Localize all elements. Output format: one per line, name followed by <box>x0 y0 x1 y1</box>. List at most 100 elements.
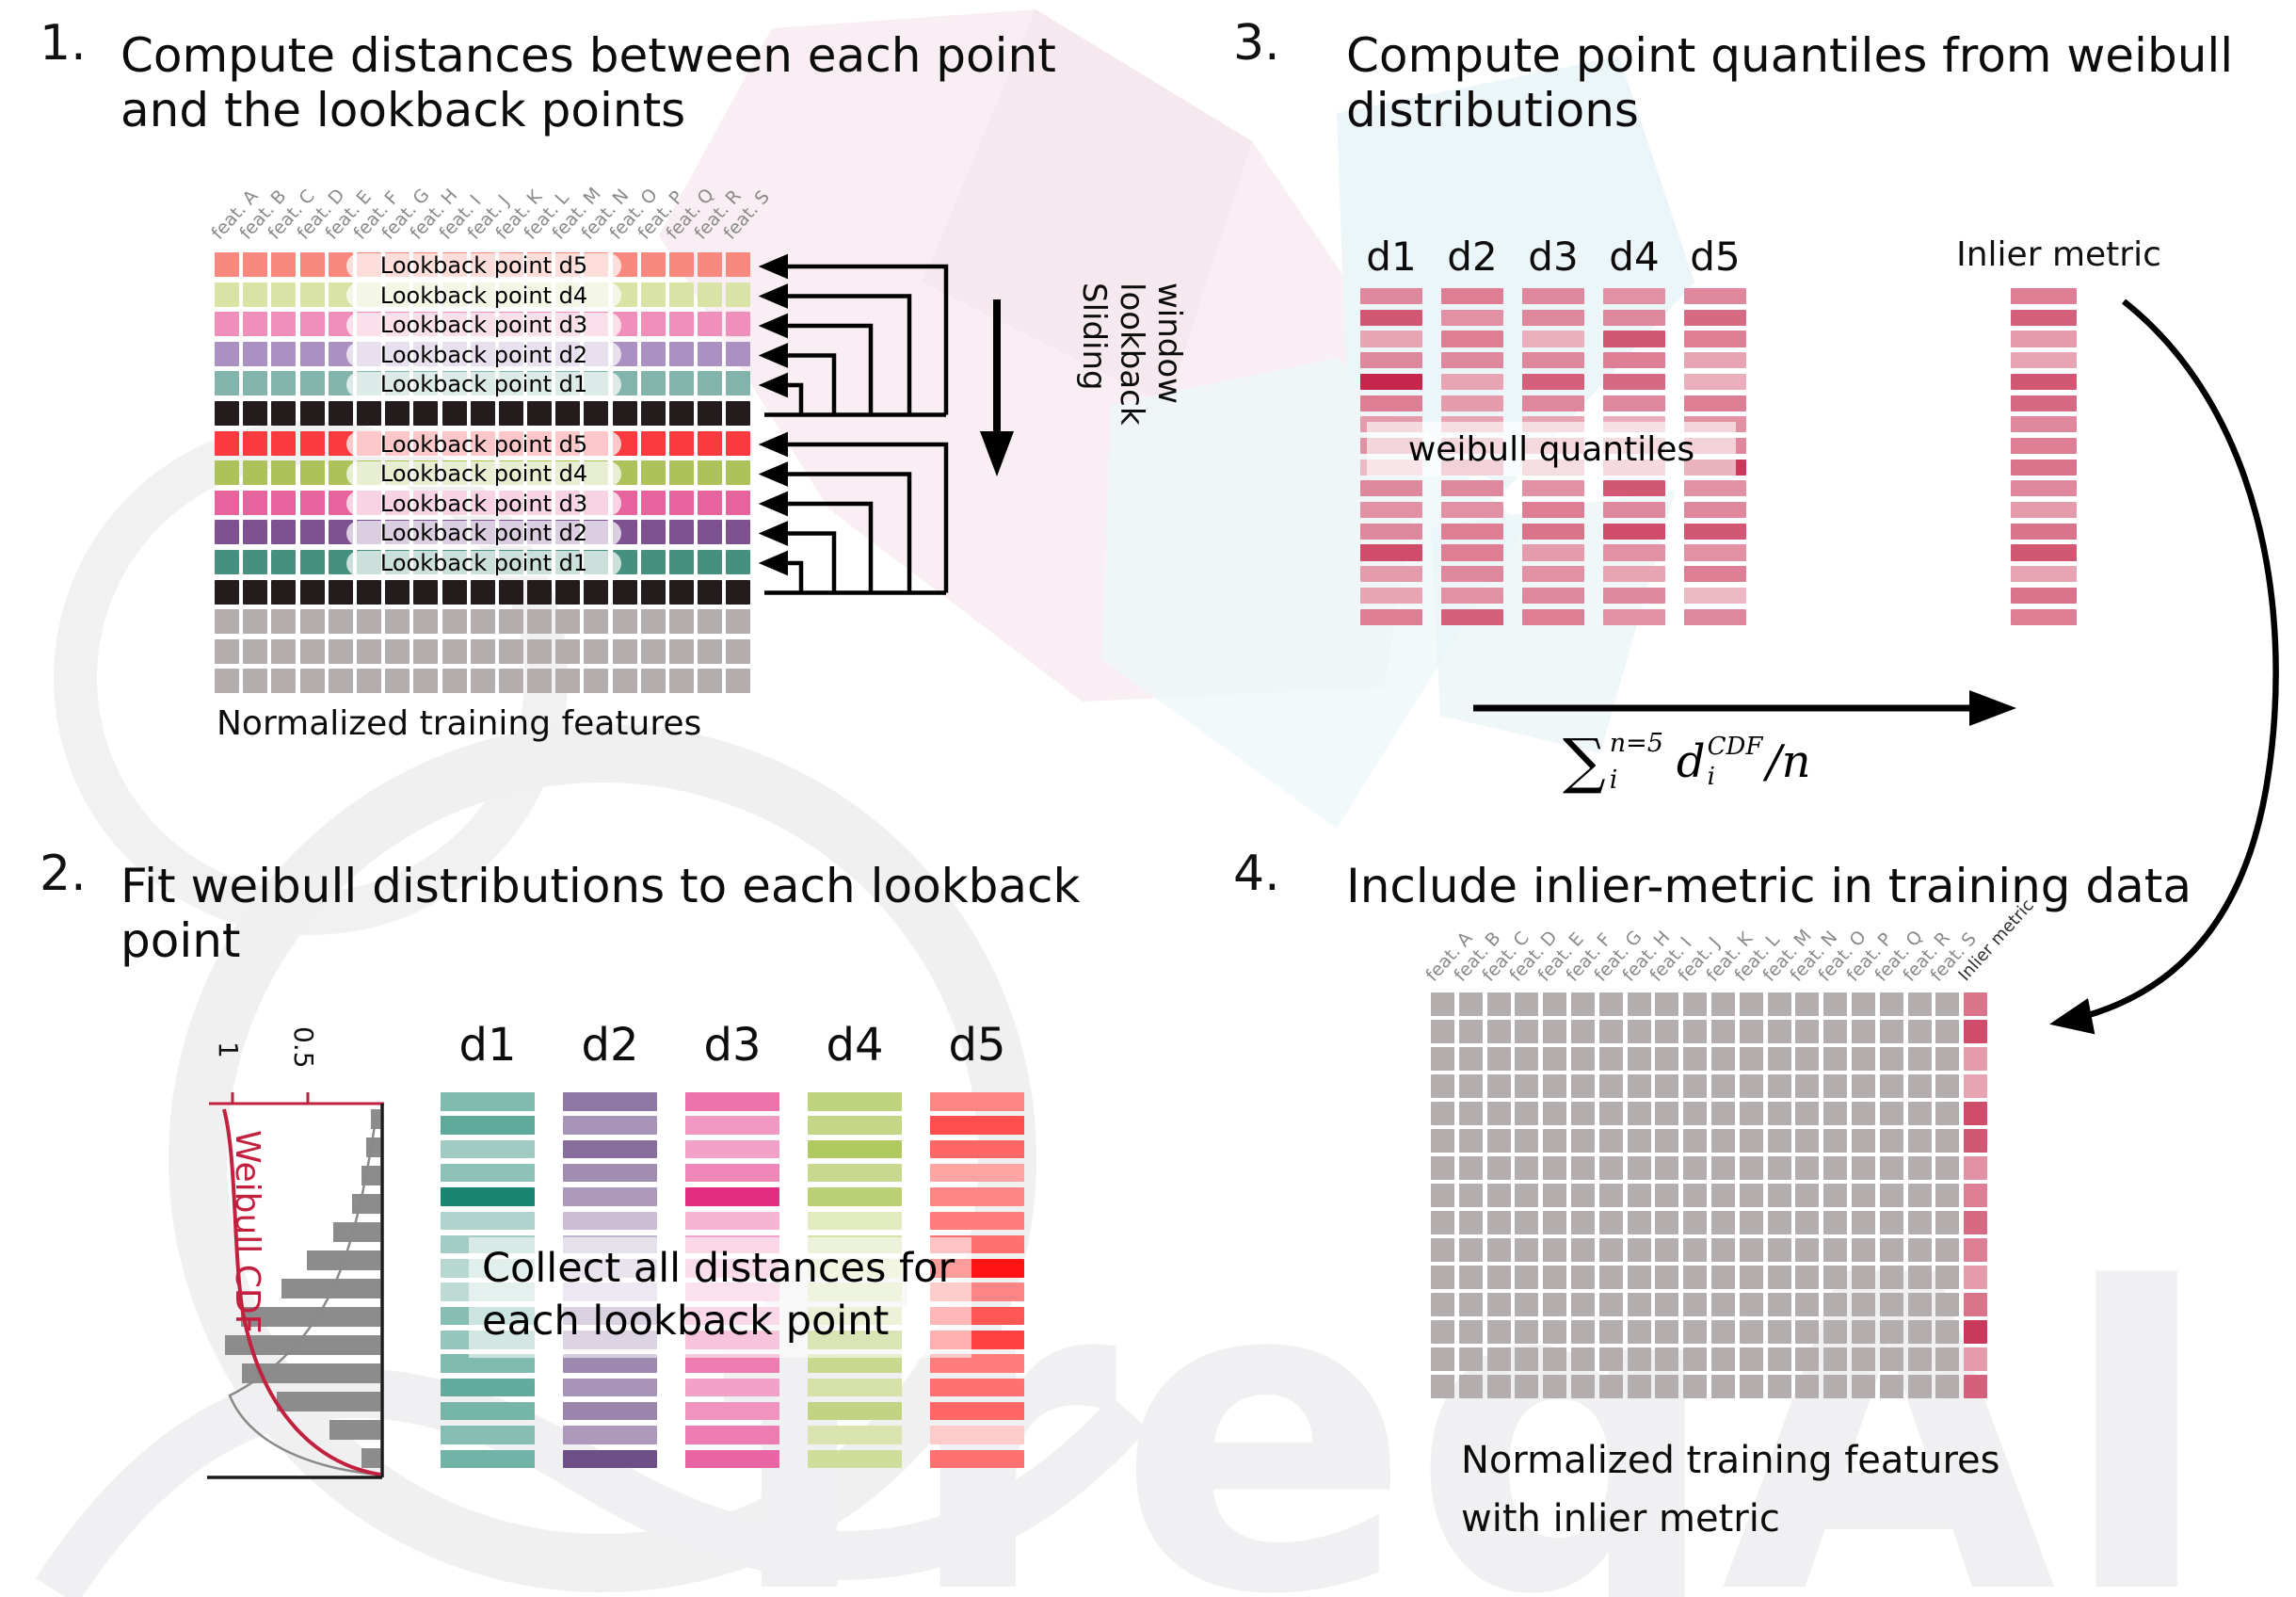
matrix-cell <box>328 400 353 426</box>
training-feature-cell <box>1711 1266 1735 1289</box>
training-feature-cell <box>1598 1102 1623 1125</box>
training-feature-cell <box>1598 992 1623 1016</box>
step4-matrix <box>1431 992 1992 1402</box>
matrix-cell <box>271 371 297 396</box>
lookback-row-label: Lookback point d2 <box>346 342 621 368</box>
training-feature-cell <box>1515 992 1539 1016</box>
matrix-cell <box>698 252 723 277</box>
quantile-bar <box>1360 288 1422 305</box>
matrix-cell <box>698 638 723 664</box>
step1-number: 1. <box>40 15 87 72</box>
training-feature-cell <box>1739 1074 1763 1098</box>
quantile-bar <box>1684 587 1746 604</box>
distance-bar <box>930 1354 1024 1373</box>
cdf-tick-1: 1 <box>213 1041 244 1058</box>
training-feature-cell <box>1543 1047 1567 1071</box>
matrix-cell <box>385 400 410 426</box>
inlier-metric-bar <box>2011 352 2077 369</box>
distance-bar <box>930 1139 1024 1159</box>
sliding-line-3: window <box>1150 282 1188 404</box>
distance-bar <box>441 1116 535 1135</box>
matrix-cell <box>698 669 723 694</box>
matrix-cell <box>299 549 325 574</box>
matrix-cell <box>271 579 297 605</box>
training-feature-cell <box>1683 1184 1708 1207</box>
matrix-cell <box>698 460 723 486</box>
training-feature-cell <box>1683 1375 1708 1398</box>
training-feature-cell <box>1627 1238 1651 1262</box>
training-feature-cell <box>1767 1211 1791 1234</box>
matrix-cell <box>243 579 268 605</box>
training-feature-cell <box>1852 1102 1875 1125</box>
training-feature-cell <box>1935 992 1960 1016</box>
inlier-metric-cell <box>1964 1375 1988 1398</box>
matrix-cell <box>584 579 609 605</box>
training-feature-cell <box>1515 1266 1539 1289</box>
training-feature-cell <box>1907 1156 1932 1180</box>
matrix-cell <box>726 609 751 635</box>
training-feature-cell <box>1543 1102 1567 1125</box>
matrix-cell <box>726 371 751 396</box>
step3-d-label: d1 <box>1366 234 1417 280</box>
distance-bar <box>808 1163 902 1183</box>
training-feature-cell <box>1879 1266 1903 1289</box>
training-feature-cell <box>1431 992 1454 1016</box>
matrix-cell <box>328 669 353 694</box>
training-feature-cell <box>1486 1047 1511 1071</box>
training-feature-cell <box>1543 1156 1567 1180</box>
training-feature-cell <box>1486 1020 1511 1043</box>
training-feature-cell <box>1739 1266 1763 1289</box>
distance-bar <box>441 1401 535 1421</box>
training-feature-cell <box>1458 1238 1483 1262</box>
training-feature-cell <box>1907 992 1932 1016</box>
distance-bar <box>685 1163 779 1183</box>
matrix-cell <box>243 520 268 545</box>
training-feature-cell <box>1683 992 1708 1016</box>
training-feature-cell <box>1458 1320 1483 1344</box>
matrix-cell <box>271 460 297 486</box>
matrix-cell <box>356 669 381 694</box>
training-feature-cell <box>1683 1266 1708 1289</box>
matrix-cell <box>726 312 751 337</box>
matrix-cell <box>243 252 268 277</box>
quantile-bar <box>1441 502 1503 519</box>
quantile-bar <box>1522 331 1584 347</box>
training-feature-cell <box>1458 1129 1483 1153</box>
distance-bar <box>808 1426 902 1444</box>
matrix-cell <box>271 400 297 426</box>
training-feature-cell <box>1739 1238 1763 1262</box>
training-feature-cell <box>1739 1156 1763 1180</box>
training-feature-cell <box>1598 1320 1623 1344</box>
weibull-cdf-chart <box>207 1092 384 1479</box>
cdf-curve <box>222 1108 381 1476</box>
quantile-bar <box>1684 523 1746 540</box>
training-feature-cell <box>1852 1047 1875 1071</box>
training-feature-cell <box>1795 1184 1820 1207</box>
matrix-cell <box>726 549 751 574</box>
training-feature-cell <box>1907 1020 1932 1043</box>
distance-bar <box>685 1116 779 1135</box>
quantile-bar <box>1522 352 1584 369</box>
training-feature-cell <box>1739 1102 1763 1125</box>
matrix-cell <box>215 312 239 337</box>
sliding-line-2: lookback <box>1113 282 1150 426</box>
quantile-bar <box>1441 309 1503 326</box>
step1-caption: Normalized training features <box>217 704 702 743</box>
training-feature-cell <box>1655 1211 1679 1234</box>
training-feature-cell <box>1767 1320 1791 1344</box>
distance-bar <box>563 1187 657 1206</box>
quantile-bar <box>1684 331 1746 347</box>
matrix-cell <box>442 579 467 605</box>
training-feature-cell <box>1655 992 1679 1016</box>
inlier-metric-bar <box>2011 587 2077 604</box>
matrix-cell <box>669 400 694 426</box>
quantile-bar <box>1522 373 1584 390</box>
training-feature-cell <box>1486 1266 1511 1289</box>
training-feature-cell <box>1458 1266 1483 1289</box>
matrix-cell <box>271 520 297 545</box>
training-feature-cell <box>1711 1129 1735 1153</box>
training-feature-cell <box>1431 1129 1454 1153</box>
training-feature-cell <box>1879 1047 1903 1071</box>
hist-bar <box>241 1307 380 1327</box>
